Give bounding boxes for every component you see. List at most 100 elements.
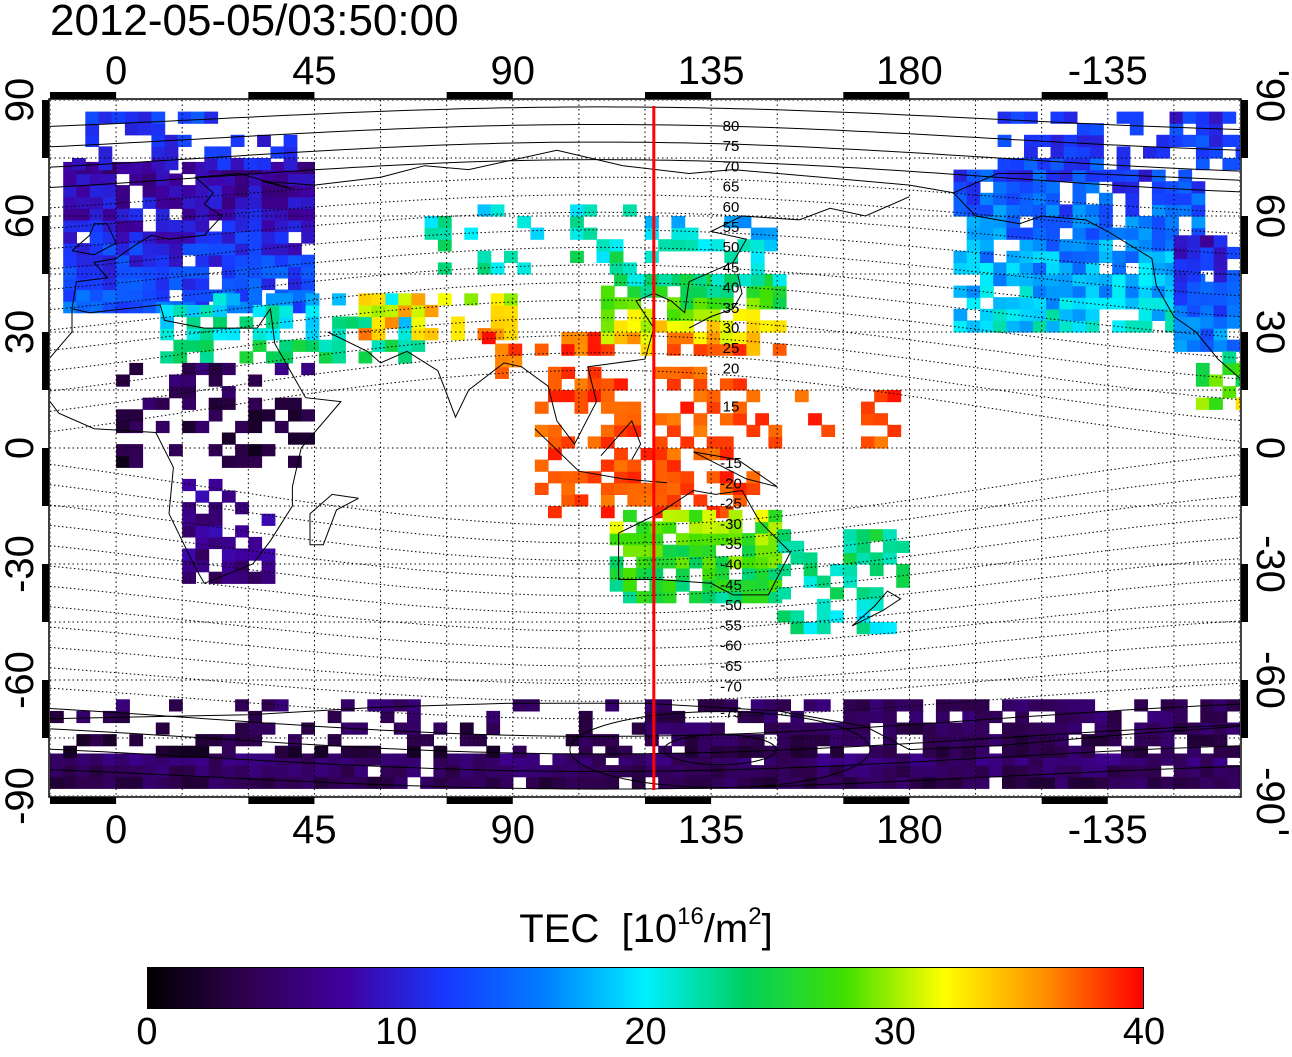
- tec-cell: [997, 134, 1012, 147]
- tec-cell: [213, 328, 227, 341]
- tec-cell: [1024, 111, 1038, 124]
- tec-cell: [301, 219, 315, 233]
- tec-cell: [574, 343, 589, 356]
- tec-cell: [155, 397, 170, 410]
- tec-cell: [1006, 297, 1021, 310]
- tec-cell: [772, 274, 787, 287]
- tec-cell: [208, 753, 223, 766]
- tec-cell: [195, 560, 210, 573]
- tec-cell: [843, 753, 858, 766]
- tec-cell: [1226, 316, 1240, 329]
- tec-cell: [301, 765, 315, 778]
- tec-cell: [684, 765, 699, 778]
- tec-cell: [843, 552, 858, 565]
- tec-cell: [953, 250, 968, 263]
- tec-cell: [248, 409, 263, 422]
- tec-cell: [706, 297, 721, 310]
- tec-cell: [856, 734, 871, 747]
- tec-cell: [856, 622, 871, 635]
- tec-cell: [1099, 204, 1113, 217]
- tec-cell: [1107, 722, 1122, 735]
- tec-cell: [1195, 397, 1210, 410]
- tec-cell: [949, 745, 963, 758]
- tec-cell: [226, 328, 241, 341]
- tec-cell: [1195, 134, 1210, 147]
- tec-cell: [116, 409, 130, 422]
- coastline-segment: [327, 196, 910, 446]
- tec-cell: [191, 111, 205, 124]
- tec-cell: [1195, 362, 1210, 376]
- tec-cell: [1006, 227, 1021, 240]
- tec-cell: [63, 776, 77, 789]
- contour-label-south: -20: [720, 475, 742, 492]
- right-lat-tick-label: -90: [1248, 767, 1292, 825]
- tec-cell: [702, 567, 717, 581]
- tec-cell: [1200, 765, 1215, 778]
- tec-cell: [1059, 262, 1074, 275]
- tec-cell: [270, 146, 285, 159]
- tec-cell: [966, 297, 981, 310]
- tec-cell: [667, 413, 681, 426]
- tec-cell: [371, 304, 386, 318]
- tec-cell: [248, 219, 263, 233]
- tec-cell: [102, 243, 117, 256]
- tec-cell: [235, 525, 249, 538]
- tec-cell: [261, 409, 276, 422]
- tec-cell: [169, 374, 183, 387]
- tec-cell: [1173, 699, 1188, 712]
- tec-cell: [719, 320, 734, 333]
- tec-cell: [883, 745, 897, 758]
- tec-cell: [301, 254, 315, 267]
- tec-cell: [1266, 247, 1280, 259]
- tec-cell: [248, 548, 263, 561]
- tec-cell: [649, 544, 664, 557]
- tec-cell: [266, 304, 280, 318]
- tec-cell: [653, 366, 668, 379]
- tec-cell: [578, 734, 593, 747]
- contour-label-south: -30: [720, 516, 742, 533]
- tec-cell: [1266, 293, 1280, 305]
- tec-cell: [1094, 710, 1109, 724]
- tec-cell: [993, 204, 1007, 217]
- tec-cell: [869, 564, 884, 577]
- tec-cell: [706, 285, 721, 298]
- tec-cell: [221, 745, 236, 758]
- tec-cell: [1191, 192, 1206, 205]
- tec-cell: [89, 173, 104, 186]
- tec-cell: [746, 332, 761, 345]
- right-lat-tick-label: -60: [1248, 651, 1292, 709]
- tec-cell: [221, 734, 236, 747]
- tec-cell: [1151, 262, 1166, 275]
- tec-cell: [746, 343, 761, 356]
- tec-cell: [750, 765, 765, 778]
- tec-cell: [1289, 135, 1292, 147]
- tec-cell: [208, 196, 223, 209]
- tec-cell: [993, 308, 1007, 321]
- tec-cell: [301, 753, 315, 766]
- tec-cell: [261, 277, 276, 291]
- tec-cell: [1081, 734, 1096, 747]
- tec-cell: [869, 699, 884, 712]
- tec-cell: [649, 533, 664, 546]
- coastline-segment: [600, 419, 642, 460]
- tec-cell: [1054, 710, 1069, 724]
- tec-cell: [1019, 239, 1034, 252]
- tec-cell: [1200, 316, 1215, 329]
- tec-cell: [398, 293, 412, 306]
- tec-cell: [715, 556, 730, 569]
- tec-cell: [922, 776, 937, 789]
- tec-cell: [279, 351, 293, 364]
- tec-cell: [689, 556, 703, 569]
- tec-cell: [235, 722, 249, 735]
- tec-cell: [909, 776, 924, 789]
- tec-cell: [398, 351, 412, 364]
- tec-cell: [142, 397, 157, 410]
- tec-cell: [724, 776, 739, 789]
- colorbar-tick-label: 40: [1122, 1011, 1166, 1053]
- tec-cell: [887, 424, 902, 437]
- tec-cell: [1076, 146, 1091, 159]
- tec-cell: [433, 776, 448, 789]
- tec-cell: [746, 285, 761, 298]
- tec-cell: [221, 432, 236, 445]
- tec-cell: [1173, 293, 1188, 306]
